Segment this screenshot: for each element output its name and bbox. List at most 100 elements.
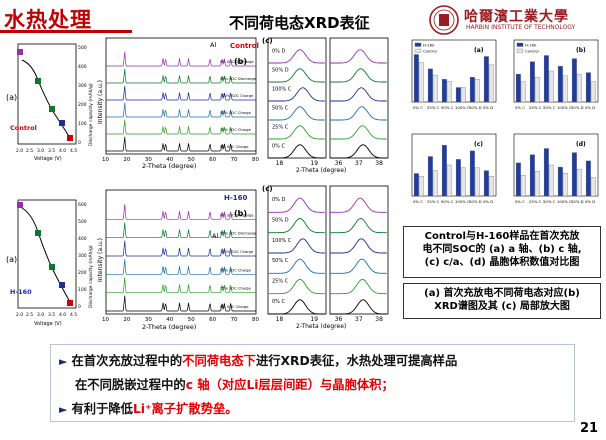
bar-chart-label: (b): [576, 47, 586, 54]
bar-category-label: 25% C: [529, 199, 542, 204]
xrd-al-label: Al: [210, 41, 216, 49]
xrd-trace: [106, 51, 256, 67]
bar-category-label: 100% C: [455, 199, 470, 204]
bar: [557, 166, 563, 197]
zoom-panel-label: (c): [262, 37, 273, 45]
xrd-ylabel: Intensity (a.u.): [97, 238, 104, 282]
xrd-xtick: 20: [123, 317, 130, 323]
zoom-trace: [330, 144, 387, 159]
bar: [515, 73, 521, 103]
bar: [413, 54, 419, 103]
xrd-xtick: 60: [209, 317, 216, 323]
svg-text:500: 500: [78, 219, 87, 225]
info-box-lattice: Control与H-160样品在首次充放 电不同SOC的 (a) a 轴、(b)…: [403, 226, 601, 278]
bar: [548, 70, 554, 103]
xrd-trace: [106, 204, 256, 220]
zoom-xtick: 37: [355, 316, 363, 323]
bar: [576, 73, 582, 103]
bar: [469, 150, 475, 197]
legend-label: Control: [423, 49, 437, 54]
zoom-xtick: 19: [310, 160, 318, 167]
zoom-trace: [330, 68, 387, 83]
zoom-trace: [268, 144, 325, 159]
zoom-xlabel: 2-Theta (degree): [296, 323, 346, 330]
svg-text:200: 200: [78, 102, 87, 108]
zoom-trace-label: 0% D: [272, 197, 286, 203]
arrow-bullet-icon: ►: [59, 355, 68, 368]
zoom-trace-label: 0% C: [272, 144, 286, 150]
legend-label: H-160: [525, 43, 537, 48]
bar: [520, 81, 526, 103]
svg-text:4.0: 4.0: [59, 312, 66, 318]
slide-subtitle: 不同荷电态XRD表征: [229, 14, 370, 32]
bar: [520, 175, 526, 197]
xrd-trace: [106, 136, 256, 152]
arrow-bullet-icon: ►: [59, 403, 68, 416]
xrd-trace-label: 25% SOC Charge: [220, 287, 252, 291]
bar-category-label: 25% C: [427, 199, 440, 204]
legend-swatch: [516, 42, 524, 47]
zoom-trace-label: 100% C: [272, 87, 292, 93]
bar: [446, 81, 452, 103]
slide-title: 水热处理: [4, 8, 92, 32]
svg-text:500: 500: [78, 45, 87, 51]
bar: [418, 176, 424, 197]
xrd-al-label: Al: [212, 232, 218, 240]
bar: [571, 152, 577, 197]
bar: [590, 81, 596, 103]
legend-label: Control: [525, 49, 539, 54]
bar-category-label: 0% C: [515, 105, 525, 110]
xrd-trace: [106, 240, 256, 257]
xrd-trace-label: 50% SOC Discharge: [220, 232, 257, 236]
bar: [483, 56, 489, 103]
lattice-bar-charts: (a)0% C 25% C 50% C 100% C 50% D 0% DH-160Con…: [411, 39, 599, 204]
zoom-trace: [268, 258, 325, 274]
bar: [413, 173, 419, 197]
bar: [562, 75, 568, 103]
xrd-trace: [106, 85, 256, 101]
svg-text:100: 100: [78, 121, 87, 127]
info-box-xrd: (a) 首次充放电不同荷电态对应(b) XRD谱图及其 (c) 局部放大图: [403, 283, 601, 319]
svg-text:3.5: 3.5: [48, 148, 55, 154]
svg-text:3.0: 3.0: [37, 312, 44, 318]
zoom-xtick: 19: [310, 316, 318, 323]
bar-category-label: 100% C: [557, 199, 572, 204]
bar: [446, 164, 452, 197]
xrd-trace: [106, 295, 256, 312]
xrd-trace-label: 50% SOC Discharge: [220, 77, 257, 81]
zoom-trace-label: 50% D: [272, 217, 289, 223]
title-underline: [0, 30, 132, 33]
bar: [474, 167, 480, 197]
zoom-xtick: 38: [375, 316, 383, 323]
xrd-trace-label: 0% SOC Discharge: [220, 60, 254, 64]
bar: [427, 156, 433, 197]
bar: [529, 154, 535, 197]
bar: [534, 171, 540, 197]
voltage-panel-label: (a): [6, 93, 17, 102]
bar-category-label: 0% D: [585, 199, 595, 204]
xrd-sample-label: H-160: [224, 194, 248, 202]
xrd-xtick: 80: [252, 317, 259, 323]
svg-text:3.0: 3.0: [37, 148, 44, 154]
zoom-trace: [330, 87, 387, 102]
xrd-xlabel: 2-Theta (degree): [142, 162, 196, 170]
zoom-trace: [330, 125, 387, 140]
voltage-sample-label: Control: [10, 124, 37, 132]
summary-box: ► 在首次充放过程中的不同荷电态下进行XRD表征，水热处理可提高样品 在不同脱嵌过…: [50, 344, 575, 422]
zoom-trace-label: 25% C: [272, 125, 289, 131]
bar-category-label: 0% D: [585, 105, 595, 110]
xrd-ylabel: Intensity (a.u.): [97, 80, 104, 124]
bar: [585, 160, 591, 197]
svg-text:300: 300: [78, 83, 87, 89]
zoom-panel-label: (c): [262, 185, 273, 193]
bar: [469, 77, 475, 103]
svg-text:4.0: 4.0: [59, 148, 66, 154]
zoom-xtick: 37: [355, 160, 363, 167]
svg-text:200: 200: [78, 270, 87, 276]
zoom-trace: [330, 218, 387, 234]
xrd-trace: [106, 222, 256, 239]
xrd-xtick: 40: [166, 157, 173, 163]
zoom-plot-control: (c) 2-Theta (degree) 0% D 50% D 100% C 50% …: [262, 37, 389, 174]
xrd-panel-label: (b): [234, 209, 247, 218]
zoom-trace: [330, 238, 387, 254]
